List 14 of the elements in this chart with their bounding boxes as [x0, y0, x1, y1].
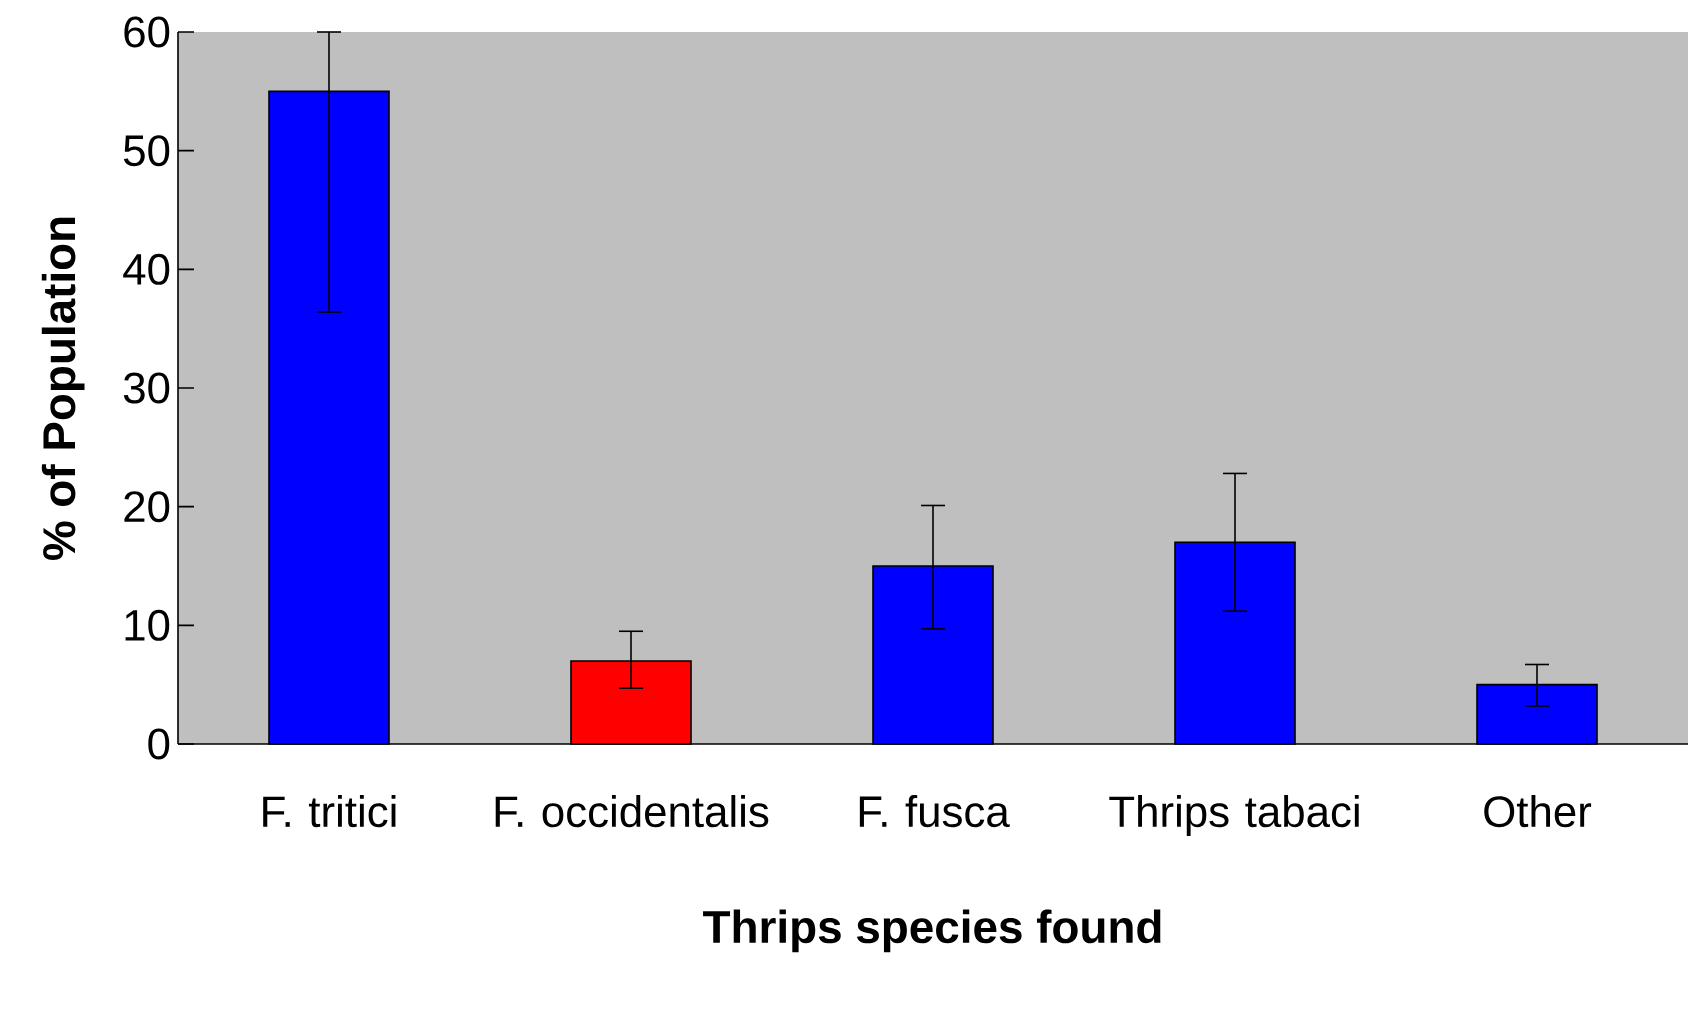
y-axis-title: % of Population	[41, 217, 85, 560]
x-axis-title: Thrips species found	[703, 909, 1161, 953]
y-tick-label: 40	[123, 253, 170, 285]
y-tick-label: 10	[125, 609, 170, 641]
x-tick-label: F. occidentalis	[495, 795, 769, 828]
x-tick-label: F. tritici	[263, 795, 396, 828]
y-tick-label: 50	[123, 135, 170, 167]
x-tick-label: F. fusca	[859, 795, 1010, 828]
y-tick-label: 20	[124, 491, 170, 523]
y-tick-label: 60	[124, 16, 170, 48]
x-tick-label: Other	[1484, 795, 1592, 828]
y-tick-label: 30	[123, 372, 170, 404]
x-tick-label: Thrips tabaci	[1109, 795, 1359, 836]
y-tick-label: 0	[148, 728, 170, 760]
